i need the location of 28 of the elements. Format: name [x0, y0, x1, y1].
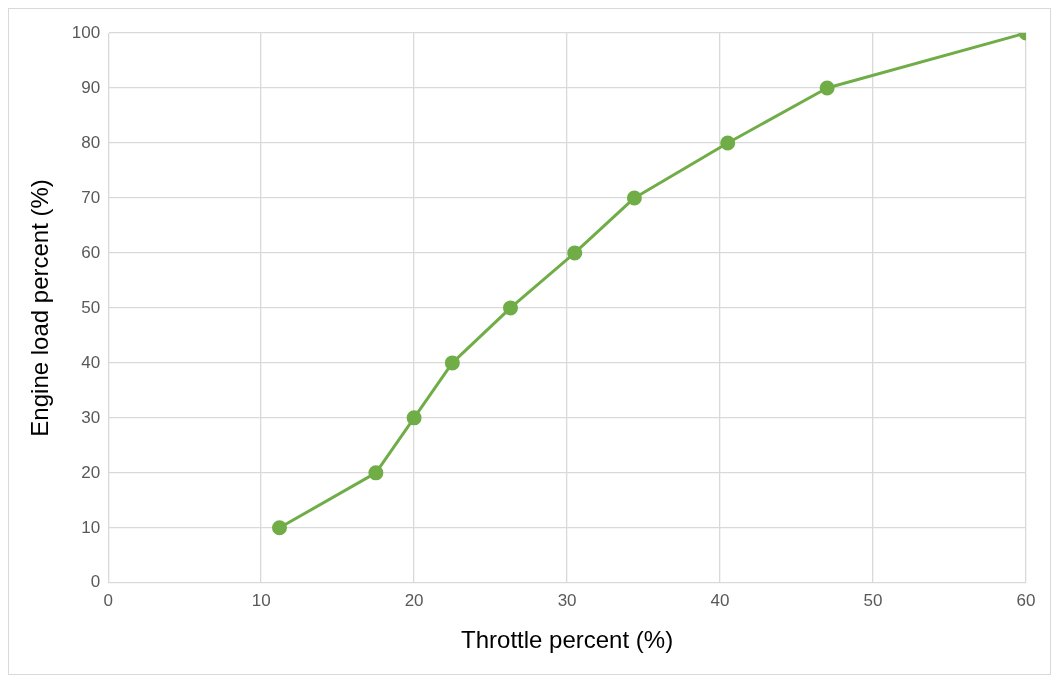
x-axis-title: Throttle percent (%) [461, 626, 674, 654]
x-tick-label: 40 [710, 590, 730, 610]
y-tick-label: 20 [81, 462, 101, 482]
point [626, 190, 642, 206]
x-tick-label: 10 [251, 590, 271, 610]
y-tick-label: 0 [90, 572, 101, 592]
point [819, 80, 835, 96]
y-tick-label: 90 [81, 77, 101, 97]
y-tick-label: 70 [81, 187, 101, 207]
y-tick-label: 40 [81, 352, 101, 372]
x-tick-label: 60 [1016, 590, 1036, 610]
point [406, 410, 422, 426]
y-tick-label: 10 [81, 517, 101, 537]
x-tick-label: 30 [557, 590, 577, 610]
point [444, 355, 460, 371]
point [368, 465, 384, 481]
x-tick-label: 50 [863, 590, 883, 610]
y-axis-title: Engine load percent (%) [26, 179, 54, 437]
point [567, 245, 583, 261]
point [502, 300, 518, 316]
x-tick-label: 20 [404, 590, 424, 610]
point [720, 135, 736, 151]
y-tick-label: 60 [81, 242, 101, 262]
y-tick-label: 80 [81, 132, 101, 152]
point [271, 520, 287, 536]
y-tick-label: 30 [81, 407, 101, 427]
y-tick-label: 100 [71, 22, 101, 42]
y-tick-label: 50 [81, 297, 101, 317]
